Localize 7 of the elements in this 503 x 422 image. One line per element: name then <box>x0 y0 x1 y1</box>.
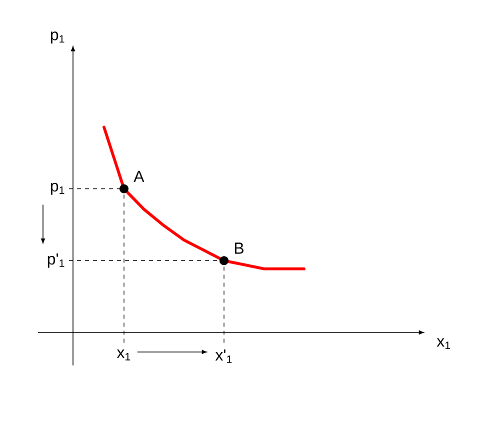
ref-line-label: p$_{1}$ <box>50 183 64 195</box>
ref-line-label: p'$_{1}$ <box>48 254 64 268</box>
series-label: B <box>234 242 244 254</box>
x-tick-label: x'$_{1}$ <box>215 350 232 364</box>
text: x$_{1}$ <box>436 338 450 350</box>
text: p$_{1}$ <box>50 32 64 44</box>
series-label: A <box>134 171 144 182</box>
